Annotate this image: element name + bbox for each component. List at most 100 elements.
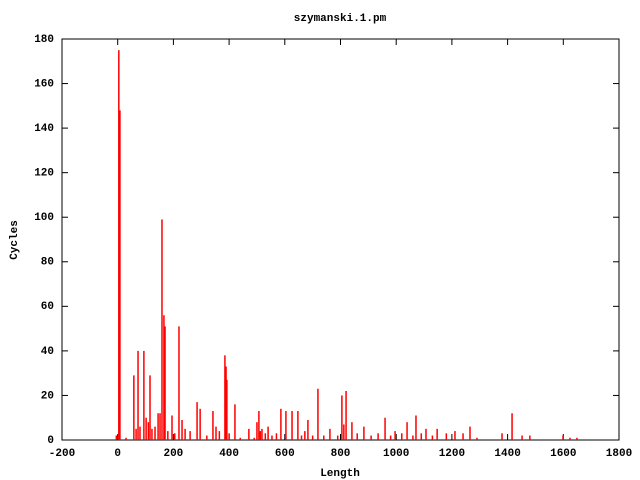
impulse-bar: [212, 411, 214, 440]
impulse-bar: [562, 435, 564, 440]
impulse-bar: [351, 422, 353, 440]
impulse-bar: [363, 426, 365, 440]
impulse-bar: [297, 411, 299, 440]
impulse-bar: [341, 395, 343, 440]
impulse-bar: [133, 375, 135, 440]
impulse-bar: [119, 110, 121, 441]
impulse-bar: [135, 428, 137, 440]
y-tick-label: 60: [41, 301, 54, 313]
impulse-bar: [145, 417, 147, 440]
impulse-bar: [529, 435, 531, 440]
impulse-bar: [248, 428, 250, 440]
impulse-bar: [199, 408, 201, 440]
impulse-bar: [275, 433, 278, 440]
impulse-bar: [228, 433, 230, 440]
impulse-bar: [343, 424, 345, 440]
impulse-bar: [267, 426, 269, 440]
impulse-bar: [425, 428, 427, 440]
impulse-bar: [174, 433, 176, 440]
impulse-bar: [311, 435, 314, 440]
impulse-bar: [356, 433, 358, 440]
impulse-bar: [163, 315, 165, 440]
impulse-bar: [462, 433, 464, 440]
impulse-bar: [256, 422, 258, 440]
impulse-bar: [285, 411, 287, 440]
x-tick-label: 1600: [550, 448, 576, 460]
x-tick-label: 200: [163, 448, 183, 460]
impulse-bar: [139, 426, 141, 440]
y-axis-label: Cycles: [9, 220, 21, 260]
impulse-bar: [147, 422, 150, 440]
impulse-bar: [412, 435, 414, 440]
impulse-bar: [196, 402, 198, 440]
impulse-bar: [239, 437, 241, 440]
impulse-bar: [224, 355, 226, 440]
impulse-bar: [291, 411, 293, 440]
x-tick-label: -200: [49, 448, 75, 460]
impulse-bar: [225, 366, 227, 440]
impulse-bar: [184, 428, 186, 440]
impulse-bar: [178, 326, 180, 440]
y-tick-label: 160: [34, 78, 54, 90]
x-axis-label: Length: [320, 468, 360, 480]
x-tick-label: 800: [331, 448, 351, 460]
impulse-bar: [154, 426, 156, 440]
x-tick-label: 1000: [383, 448, 409, 460]
y-tick-label: 100: [34, 212, 54, 224]
impulse-bar: [171, 415, 173, 440]
impulse-bar: [431, 435, 434, 440]
impulse-bar: [234, 404, 236, 440]
x-tick-label: 0: [114, 448, 121, 460]
impulse-bar: [521, 435, 523, 440]
impulse-bar: [389, 435, 392, 440]
impulse-bar: [259, 431, 262, 440]
impulse-bar: [159, 413, 161, 440]
impulse-bar: [469, 426, 471, 440]
impulse-bar: [253, 437, 255, 440]
impulse-bar: [149, 375, 151, 440]
y-tick-label: 120: [34, 168, 54, 180]
impulse-bar: [143, 350, 145, 440]
impulse-bar: [218, 431, 221, 440]
impulse-bar: [445, 433, 448, 440]
impulse-bar: [307, 419, 309, 440]
y-tick-label: 0: [47, 435, 54, 447]
y-tick-label: 20: [41, 390, 54, 402]
impulse-bar: [300, 435, 303, 440]
chart-title: szymanski.1.pm: [294, 13, 387, 25]
impulse-bar: [317, 388, 319, 440]
impulse-bar: [161, 219, 163, 440]
impulse-bar: [576, 437, 578, 440]
impulse-bar: [329, 428, 331, 440]
x-tick-label: 1800: [606, 448, 632, 460]
y-tick-label: 140: [34, 123, 54, 135]
x-tick-label: 600: [275, 448, 295, 460]
impulse-bar: [226, 379, 228, 440]
impulse-bar: [304, 431, 306, 440]
impulse-bar: [167, 431, 169, 440]
impulse-bar: [384, 417, 386, 440]
impulse-bar: [151, 428, 153, 440]
impulse-bar: [511, 413, 513, 440]
impulse-bar: [370, 435, 372, 440]
impulse-bar: [181, 419, 183, 440]
impulse-bar: [261, 428, 263, 440]
impulse-bar: [406, 422, 408, 440]
impulse-bar: [569, 437, 571, 440]
impulse-bar: [377, 433, 379, 440]
impulse-bar: [454, 431, 456, 440]
impulse-bar: [415, 415, 417, 440]
impulse-bar: [501, 433, 503, 440]
impulse-bar: [476, 437, 478, 440]
impulse-bar: [164, 326, 166, 440]
impulse-bar: [157, 413, 159, 440]
impulse-bar: [420, 433, 423, 440]
y-tick-label: 40: [41, 346, 54, 358]
impulse-bar: [394, 431, 396, 440]
x-tick-label: 1400: [494, 448, 520, 460]
impulse-bar: [189, 431, 191, 440]
impulse-bar: [215, 426, 217, 440]
y-tick-label: 80: [41, 257, 54, 269]
impulse-bar: [264, 433, 267, 440]
